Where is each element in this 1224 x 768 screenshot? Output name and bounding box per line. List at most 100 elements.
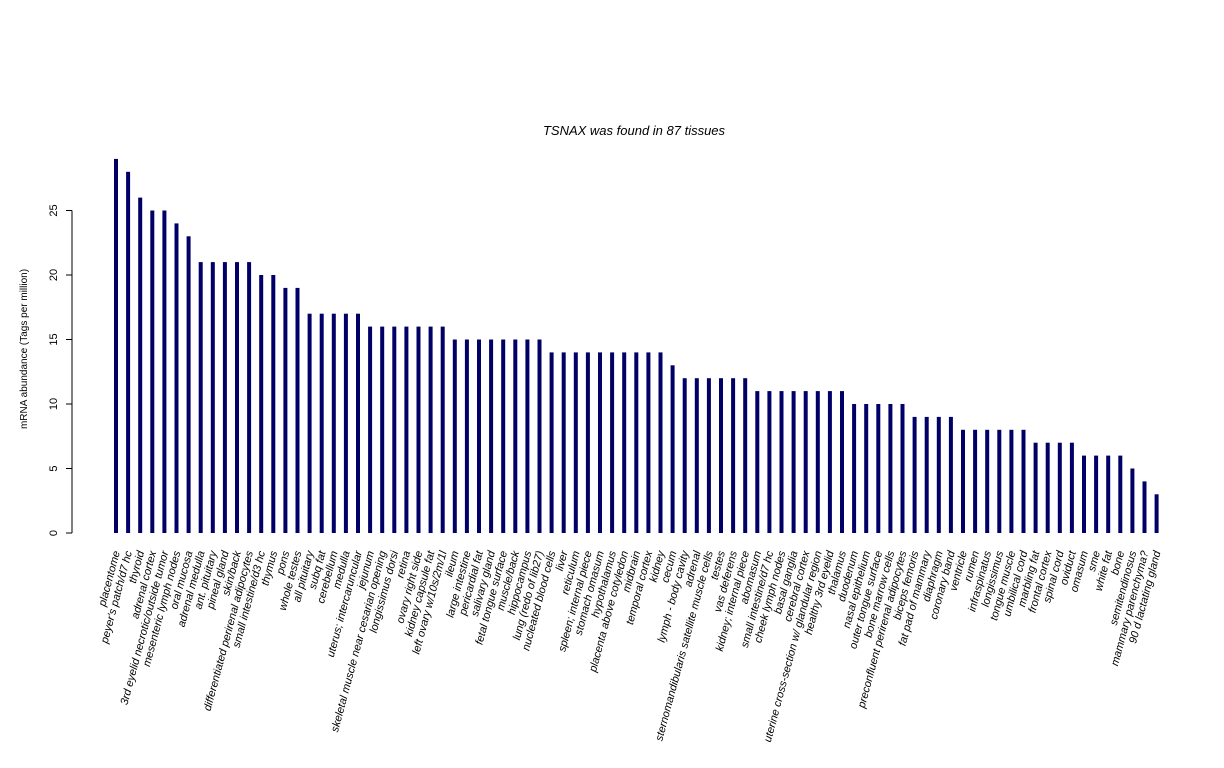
bar (513, 339, 518, 533)
bars-group (114, 158, 1159, 534)
bar (743, 378, 748, 533)
bar (1118, 455, 1123, 533)
bar (331, 313, 336, 533)
bar (343, 313, 348, 533)
y-tick-label: 5 (48, 465, 60, 471)
bar (283, 287, 288, 533)
bar (719, 378, 723, 533)
bar (573, 352, 578, 533)
bar (610, 352, 615, 533)
bar (489, 339, 494, 533)
x-tick-label: liver (554, 548, 571, 572)
bar (1057, 442, 1062, 533)
bar (973, 429, 978, 533)
bar (1009, 429, 1014, 533)
bar (852, 404, 857, 533)
bar (464, 339, 469, 533)
bar (307, 313, 312, 533)
chart-title: TSNAX was found in 87 tissues (543, 123, 726, 138)
bar (561, 352, 566, 533)
bar (694, 378, 699, 533)
bar (174, 223, 179, 533)
bar (1021, 429, 1026, 533)
bar (319, 313, 324, 533)
y-tick-label: 10 (48, 398, 60, 410)
bar (295, 287, 300, 533)
bar (791, 391, 796, 533)
bar (985, 429, 990, 533)
bar (537, 339, 542, 533)
bar (210, 262, 215, 533)
bar (936, 416, 941, 533)
bar (1033, 442, 1038, 533)
bar (271, 275, 276, 533)
bar (525, 339, 530, 533)
bar (646, 352, 651, 533)
bar (706, 378, 711, 533)
bar (815, 391, 820, 533)
bar (585, 352, 590, 533)
bar (1130, 468, 1135, 533)
bar (150, 210, 155, 533)
bar (827, 391, 832, 533)
bar (235, 262, 239, 533)
bar (126, 171, 131, 534)
bar (670, 365, 675, 533)
bar (731, 378, 736, 533)
bar (1082, 455, 1086, 533)
bar (416, 326, 421, 533)
bar (803, 391, 808, 533)
bar (114, 158, 118, 533)
bar (997, 429, 1002, 533)
bar (682, 378, 687, 533)
bar (622, 352, 627, 533)
bar (368, 326, 373, 533)
bar (198, 262, 203, 533)
bar (1094, 455, 1099, 533)
bar (440, 326, 445, 533)
y-tick-label: 20 (48, 269, 60, 281)
x-tick-label: sme (1086, 550, 1103, 573)
bar (259, 275, 264, 533)
bar (1154, 494, 1159, 533)
bar (380, 326, 385, 533)
bar (1045, 442, 1050, 533)
bar (138, 197, 143, 533)
bar (356, 313, 360, 533)
bar (864, 404, 869, 533)
bar (1106, 455, 1111, 533)
y-tick-label: 0 (48, 530, 60, 536)
bar (222, 262, 227, 533)
bar (767, 391, 772, 533)
bar (598, 352, 602, 533)
bar (477, 339, 481, 533)
bar (162, 210, 167, 533)
bar (392, 326, 397, 533)
y-tick-label: 15 (48, 333, 60, 345)
bar (948, 416, 953, 533)
y-axis-label: mRNA abundance (Tags per million) (19, 269, 30, 429)
bar (186, 236, 191, 534)
bar (452, 339, 457, 533)
bar (501, 339, 506, 533)
bar (1142, 481, 1147, 533)
bar (912, 416, 917, 533)
bar (1069, 442, 1074, 533)
bar (779, 391, 784, 533)
y-axis: 0 5 10 15 20 25 (48, 204, 73, 536)
bar (404, 326, 409, 533)
bar (247, 262, 252, 533)
bar (840, 391, 844, 533)
bar (961, 429, 965, 533)
bar (888, 404, 893, 533)
bar (428, 326, 433, 533)
bar (658, 352, 663, 533)
bar (924, 416, 929, 533)
bar (549, 352, 554, 533)
bar (876, 404, 881, 533)
bar (634, 352, 639, 533)
bar (755, 391, 760, 533)
y-tick-label: 25 (48, 204, 60, 216)
